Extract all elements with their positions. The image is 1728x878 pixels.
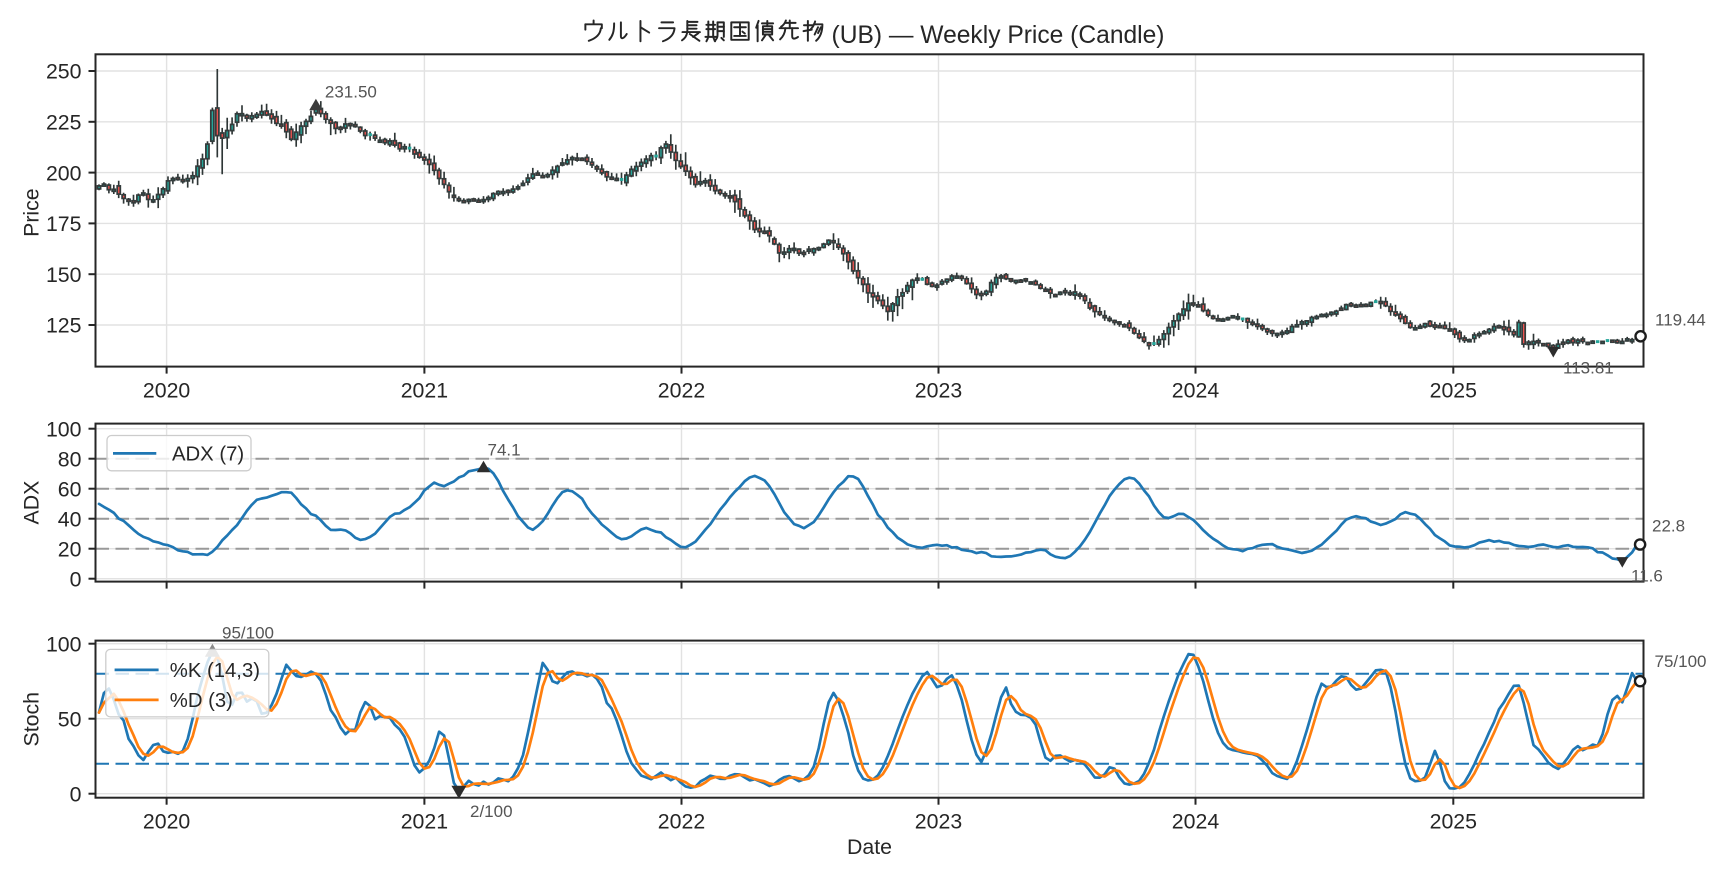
svg-text:ADX: ADX [19,481,43,525]
svg-text:22.8: 22.8 [1652,517,1685,536]
svg-text:119.44: 119.44 [1655,311,1706,330]
svg-text:225: 225 [46,111,82,135]
svg-text:95/100: 95/100 [222,624,274,643]
svg-text:ADX (7): ADX (7) [172,444,244,466]
svg-text:2022: 2022 [658,378,705,402]
svg-text:2020: 2020 [143,809,191,833]
svg-text:74.1: 74.1 [488,441,521,460]
svg-text:0: 0 [70,782,82,806]
svg-text:2024: 2024 [1172,809,1220,833]
svg-text:150: 150 [46,263,82,287]
svg-text:Price: Price [19,188,43,237]
svg-text:2021: 2021 [401,809,448,833]
svg-text:2020: 2020 [143,378,191,402]
svg-text:0: 0 [70,567,82,591]
svg-text:Stoch: Stoch [19,692,43,746]
svg-text:%K (14,3): %K (14,3) [170,660,260,682]
svg-text:75/100: 75/100 [1655,652,1707,671]
svg-text:50: 50 [58,707,82,731]
svg-text:20: 20 [58,537,82,561]
svg-text:60: 60 [58,477,82,501]
svg-text:100: 100 [46,417,82,441]
svg-text:40: 40 [58,507,82,531]
svg-text:11.6: 11.6 [1631,567,1663,586]
svg-text:100: 100 [46,632,82,656]
svg-text:250: 250 [46,60,82,84]
svg-text:2021: 2021 [401,378,448,402]
svg-text:2023: 2023 [915,378,962,402]
svg-text:2/100: 2/100 [470,802,513,821]
svg-text:%D (3): %D (3) [170,690,233,712]
svg-text:2023: 2023 [915,809,962,833]
svg-text:113.81: 113.81 [1563,359,1614,378]
svg-text:Date: Date [847,835,892,859]
svg-text:231.50: 231.50 [325,83,377,102]
svg-text:2024: 2024 [1172,378,1220,402]
svg-text:2025: 2025 [1430,378,1477,402]
svg-text:125: 125 [46,314,82,338]
svg-text:175: 175 [46,212,82,236]
svg-text:200: 200 [46,161,82,185]
svg-text:2022: 2022 [658,809,705,833]
svg-text:2025: 2025 [1430,809,1477,833]
svg-text:80: 80 [58,447,82,471]
svg-text:(UB) — Weekly Price (Candle): (UB) — Weekly Price (Candle) [832,22,1165,49]
